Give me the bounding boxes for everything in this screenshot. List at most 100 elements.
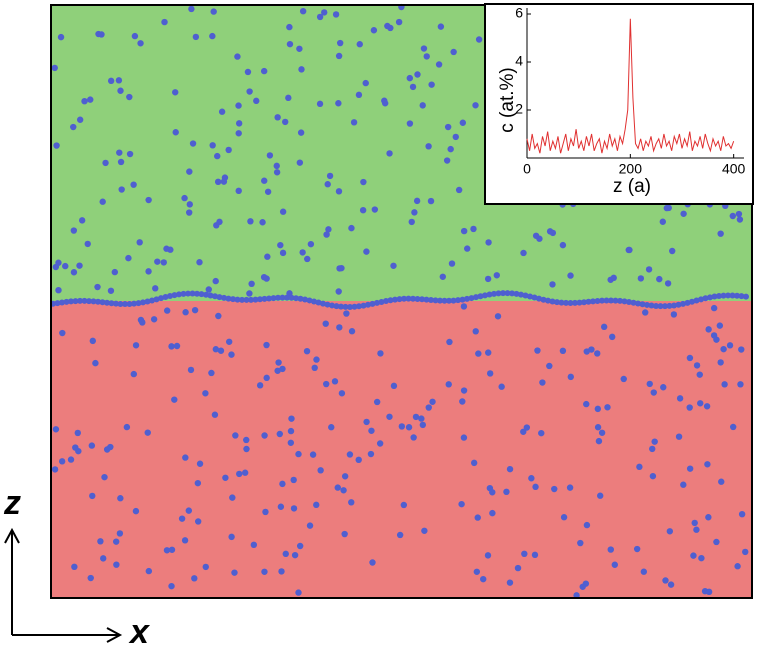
- interface-atom: [549, 298, 556, 305]
- atom: [334, 484, 341, 491]
- atom: [686, 354, 694, 362]
- atom: [161, 18, 168, 26]
- atom: [101, 473, 108, 481]
- atom: [551, 485, 558, 493]
- atom: [89, 492, 96, 500]
- atom: [607, 546, 614, 553]
- interface-atom: [329, 302, 335, 309]
- x-arrowhead: [106, 627, 123, 643]
- atom: [123, 423, 131, 431]
- atom: [273, 169, 281, 176]
- interface-atom: [405, 295, 412, 302]
- interface-atom: [234, 296, 241, 303]
- atom: [642, 309, 649, 316]
- interface-atom: [122, 301, 128, 308]
- atom: [296, 542, 304, 550]
- atom: [412, 413, 420, 421]
- interface-atom: [716, 292, 722, 299]
- interface-atom: [302, 296, 308, 303]
- x-label: x: [128, 613, 151, 651]
- atom: [620, 375, 627, 383]
- atom: [338, 264, 345, 272]
- atom: [264, 253, 271, 260]
- atom: [460, 387, 468, 394]
- atom: [549, 281, 556, 288]
- atom: [209, 142, 216, 149]
- interface-atom: [738, 293, 745, 300]
- atom: [78, 217, 86, 224]
- red-phase: [51, 301, 752, 598]
- interface-atom: [324, 301, 331, 308]
- atom: [115, 77, 123, 84]
- atom: [194, 479, 202, 487]
- atom: [261, 432, 268, 439]
- interface-atom: [437, 297, 443, 304]
- atom: [406, 74, 414, 82]
- atom: [51, 466, 59, 473]
- interface-atom: [675, 301, 682, 308]
- interface-atom: [536, 295, 542, 302]
- interface-atom: [396, 296, 403, 303]
- interface-atom: [356, 303, 362, 310]
- atom: [640, 568, 648, 575]
- interface-atom: [63, 298, 70, 305]
- interface-atom: [158, 295, 164, 302]
- atom: [188, 5, 195, 13]
- atom: [704, 461, 711, 468]
- atom: [234, 53, 241, 60]
- atom: [113, 561, 120, 568]
- interface-atom: [306, 297, 313, 304]
- interface-atom: [365, 301, 371, 308]
- atom: [274, 367, 281, 374]
- interface-atom: [477, 293, 484, 300]
- atom: [523, 424, 531, 431]
- atom: [691, 519, 698, 527]
- atom: [117, 87, 124, 94]
- atom: [70, 227, 78, 234]
- atom: [214, 152, 221, 160]
- atom: [248, 280, 255, 288]
- interface-atom: [558, 299, 565, 306]
- atom: [299, 7, 307, 15]
- interface-atom: [351, 303, 358, 310]
- atom: [486, 484, 494, 492]
- atom: [680, 481, 687, 488]
- atom: [225, 338, 233, 345]
- interface-atom: [176, 291, 182, 298]
- atom: [480, 575, 487, 583]
- atom: [458, 500, 465, 508]
- atom: [192, 33, 200, 41]
- atom: [720, 345, 727, 353]
- interface-atom: [711, 293, 718, 300]
- interface-atom: [185, 290, 191, 297]
- interface-atom: [153, 296, 160, 303]
- y-tick-label: 4: [515, 53, 523, 69]
- atom: [445, 381, 452, 388]
- atom: [117, 495, 124, 502]
- snapshot-frame: [50, 4, 753, 599]
- atom: [425, 143, 432, 150]
- atom: [559, 241, 567, 249]
- interface-atom: [504, 290, 511, 297]
- atom: [228, 351, 235, 358]
- atom: [726, 342, 734, 349]
- atom: [125, 254, 132, 262]
- interface-atom: [369, 300, 376, 307]
- interface-atom: [734, 292, 740, 299]
- interface-atom: [617, 297, 623, 304]
- interface-atom: [473, 294, 479, 301]
- z-arrowhead: [4, 527, 20, 544]
- atom: [611, 561, 619, 568]
- atom: [474, 514, 481, 521]
- atom: [646, 380, 653, 388]
- atom: [341, 473, 349, 480]
- atom: [273, 162, 280, 170]
- interface-atom: [599, 297, 605, 304]
- atom: [532, 232, 540, 239]
- atom: [717, 230, 724, 237]
- atom: [693, 526, 700, 533]
- interface-atom: [432, 297, 439, 304]
- atom: [698, 554, 705, 562]
- interface-atom: [239, 296, 245, 303]
- interface-atom: [554, 299, 560, 306]
